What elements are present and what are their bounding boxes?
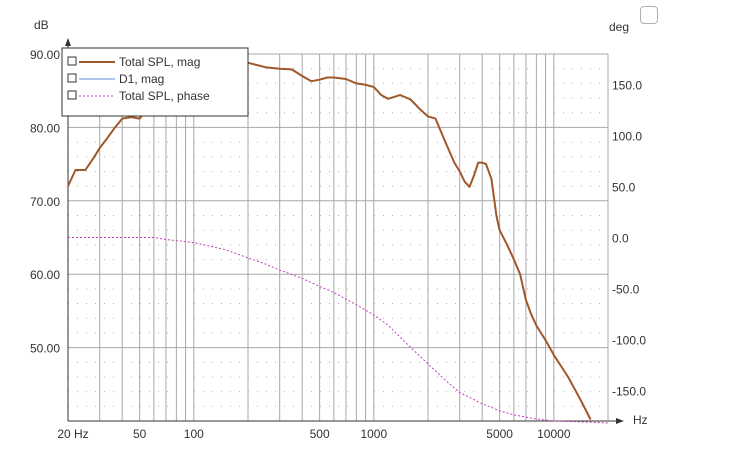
y-tick-label-left: 60.00: [30, 268, 60, 282]
series-line-2: [68, 237, 609, 424]
x-tick-label: 50: [133, 427, 147, 441]
legend-checkbox: [67, 73, 77, 83]
deg-axis-checkbox[interactable]: [640, 6, 658, 24]
y-tick-label-right: -50.0: [612, 282, 640, 296]
y-tick-label-left: 80.00: [30, 121, 60, 135]
x-tick-label: 20 Hz: [57, 427, 88, 441]
y-tick-label-left: 50.00: [30, 342, 60, 356]
x-tick-label: 5000: [486, 427, 513, 441]
legend-checkbox: [67, 90, 77, 100]
x-tick-label: 1000: [360, 427, 387, 441]
x-tick-label: 100: [184, 427, 204, 441]
y-tick-label-right: 0.0: [612, 232, 629, 246]
y-axis-label-right: deg: [609, 20, 629, 34]
x-axis-label: Hz: [633, 413, 648, 427]
y-tick-label-left: 70.00: [30, 195, 60, 209]
x-tick-label: 500: [310, 427, 330, 441]
legend-label: Total SPL, mag: [119, 55, 200, 69]
y-axis-arrow: [65, 38, 71, 46]
y-tick-label-left: 90.00: [30, 48, 60, 62]
legend-layer: Total SPL, mag D1, mag Total SPL, phase: [61, 47, 249, 117]
legend-box: [61, 47, 249, 117]
legend-checkbox: [67, 56, 77, 66]
legend-label: D1, mag: [119, 72, 164, 86]
y-tick-label-right: 150.0: [612, 79, 642, 93]
y-tick-label-right: -100.0: [612, 333, 646, 347]
legend-label: Total SPL, phase: [119, 89, 210, 103]
y-axis-label-left: dB: [34, 18, 49, 32]
y-tick-label-right: -150.0: [612, 384, 646, 398]
y-tick-label-right: 50.0: [612, 181, 636, 195]
x-axis-arrow: [616, 418, 624, 424]
x-tick-label: 10000: [537, 427, 571, 441]
y-tick-label-right: 100.0: [612, 130, 642, 144]
